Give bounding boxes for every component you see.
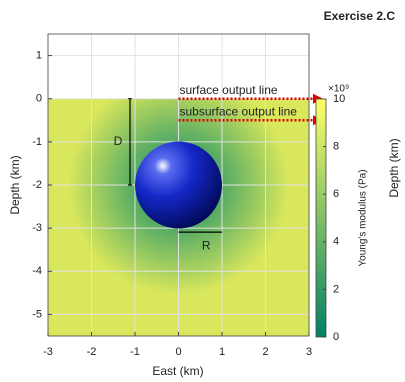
x-tick-label: -3 xyxy=(43,346,53,358)
right-axis-label: Depth (km) xyxy=(387,138,401,197)
x-axis-label: East (km) xyxy=(152,364,203,378)
y-tick-label: -4 xyxy=(32,265,42,277)
x-tick-label: -2 xyxy=(87,346,97,358)
colorbar-tick-label: 10 xyxy=(333,93,345,105)
depth-label: D xyxy=(114,134,123,148)
x-tick-label: 1 xyxy=(219,346,225,358)
x-tick-label: 3 xyxy=(306,346,312,358)
x-tick-label: 2 xyxy=(262,346,268,358)
y-tick-label: -1 xyxy=(32,136,42,148)
y-tick-label: -3 xyxy=(32,222,42,234)
y-axis-label: Depth (km) xyxy=(8,155,22,214)
x-tick-label: 0 xyxy=(175,346,181,358)
output-line-label: subsurface output line xyxy=(180,104,298,118)
colorbar-tick-label: 6 xyxy=(333,188,339,200)
colorbar-exponent: ×10⁹ xyxy=(328,84,349,95)
y-tick-label: -5 xyxy=(32,308,42,320)
sphere xyxy=(135,141,222,229)
y-tick-label: 0 xyxy=(36,93,42,105)
y-tick-label: -2 xyxy=(32,179,42,191)
title: Exercise 2.C xyxy=(324,9,396,23)
y-tick-label: 1 xyxy=(36,49,42,61)
radius-label: R xyxy=(202,238,211,252)
output-line-label: surface output line xyxy=(180,83,278,97)
colorbar-tick-label: 4 xyxy=(333,236,339,248)
colorbar xyxy=(315,98,327,338)
colorbar-label: Young's modulus (Pa) xyxy=(358,169,369,266)
colorbar-tick-label: 0 xyxy=(333,331,339,343)
colorbar-tick-label: 2 xyxy=(333,283,339,295)
x-tick-label: -1 xyxy=(130,346,140,358)
colorbar-tick-label: 8 xyxy=(333,141,339,153)
